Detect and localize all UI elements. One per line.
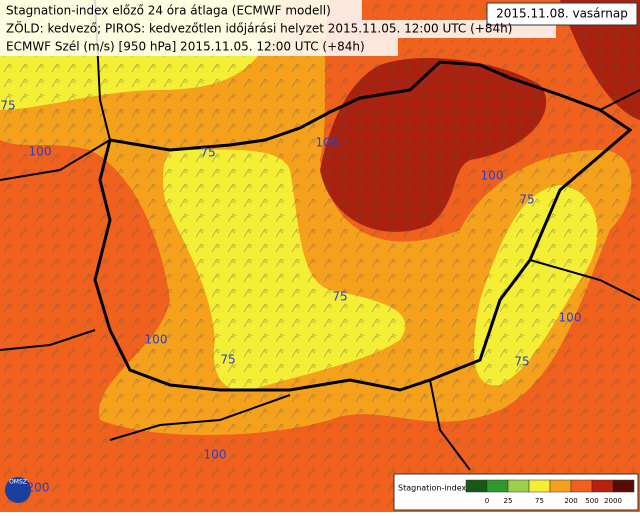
- contour-label: 75: [0, 99, 15, 113]
- legend: Stagnation-index 0 25 75 200 500 2000: [393, 473, 639, 511]
- header-box: [0, 0, 362, 20]
- logo-icon: [5, 477, 31, 503]
- logo: OMSZ: [9, 479, 27, 486]
- country-border: [93, 60, 633, 392]
- contour-label: 75: [200, 146, 215, 160]
- contour-label: 100: [481, 169, 504, 183]
- legend-tick: 25: [504, 497, 513, 505]
- legend-tick: 0: [485, 497, 489, 505]
- contour-label: 75: [220, 353, 235, 367]
- legend-tick: 200: [564, 497, 577, 505]
- contour-label: 100: [316, 136, 339, 150]
- legend-swatch: [570, 479, 593, 493]
- legend-swatch: [465, 479, 488, 493]
- contour-label: 100: [29, 145, 52, 159]
- contour-label: 100: [204, 448, 227, 462]
- legend-title: Stagnation-index: [398, 484, 467, 493]
- legend-swatch: [507, 479, 530, 493]
- contour-label: 75: [519, 193, 534, 207]
- header-box: [0, 38, 398, 56]
- legend-tick: 2000: [604, 497, 622, 505]
- legend-swatch: [549, 479, 572, 493]
- legend-swatch: [486, 479, 509, 493]
- legend-tick: 75: [535, 497, 544, 505]
- contour-label: 100: [559, 311, 582, 325]
- header-line: ZÖLD: kedvező; PIROS: kedvezőtlen időjár…: [6, 20, 512, 36]
- contour-label: 75: [332, 290, 347, 304]
- legend-swatch: [528, 479, 551, 493]
- border: [0, 0, 640, 471]
- legend-swatch: [591, 479, 614, 493]
- legend-tick: 500: [585, 497, 598, 505]
- header-box: [0, 20, 556, 38]
- date-box: [486, 2, 638, 26]
- contour-labels: 75 100 75 100 100 75 75 100 75 75 100 10…: [0, 99, 581, 495]
- header-line: Stagnation-index előző 24 óra átlaga (EC…: [6, 4, 331, 18]
- date: 2015.11.08. vasárnap: [496, 7, 628, 21]
- contour-label: 75: [514, 355, 529, 369]
- contour-label: 100: [145, 333, 168, 347]
- header-line: ECMWF Szél (m/s) [950 hPa] 2015.11.05. 1…: [6, 40, 365, 54]
- contour-label: 200: [27, 481, 50, 495]
- legend-swatch: [612, 479, 635, 493]
